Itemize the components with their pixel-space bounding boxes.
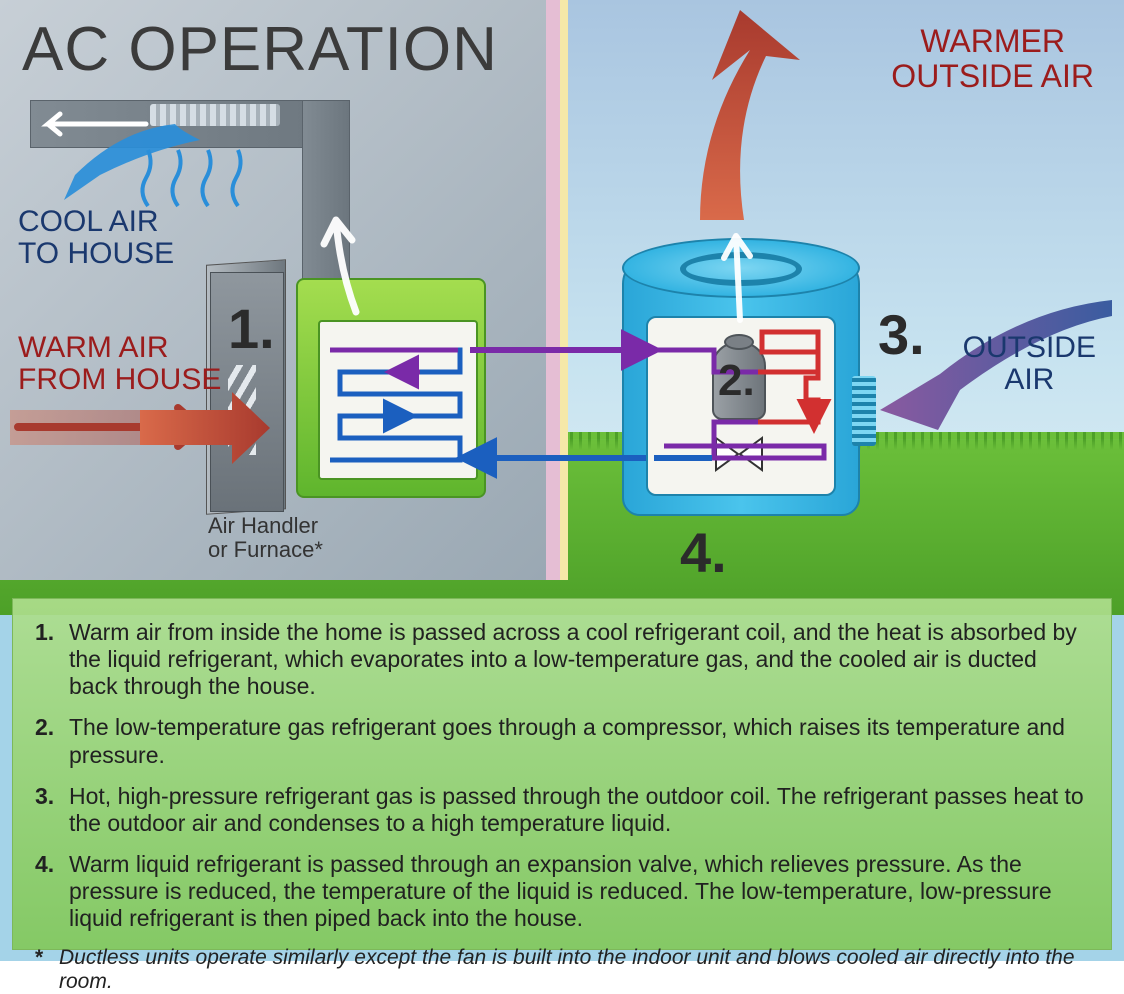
callout-3: 3. bbox=[878, 302, 925, 367]
callout-4: 4. bbox=[680, 520, 727, 585]
air-handler-vents-icon bbox=[228, 365, 256, 455]
evaporator-cutaway bbox=[318, 320, 478, 480]
step-3: 3.Hot, high-pressure refrigerant gas is … bbox=[35, 783, 1089, 837]
ceiling-vent-icon bbox=[150, 104, 280, 126]
condenser-fins-icon bbox=[852, 376, 876, 446]
step-list: 1.Warm air from inside the home is passe… bbox=[35, 619, 1089, 932]
step-2: 2.The low-temperature gas refrigerant go… bbox=[35, 714, 1089, 768]
step-4: 4.Warm liquid refrigerant is passed thro… bbox=[35, 851, 1089, 932]
compressor-cap bbox=[724, 334, 754, 350]
footnote: * Ductless units operate similarly excep… bbox=[35, 946, 1089, 994]
diagram-title: AC OPERATION bbox=[22, 14, 498, 85]
warm-air-in-label: WARM AIRFROM HOUSE bbox=[18, 332, 221, 397]
diagram-canvas: AC OPERATION COOL AIRTO HOUSE WARM AIRFR… bbox=[0, 0, 1124, 961]
air-handler-caption: Air Handleror Furnace* bbox=[208, 514, 323, 562]
cool-air-label: COOL AIRTO HOUSE bbox=[18, 206, 174, 271]
asterisk-icon: * bbox=[35, 946, 43, 970]
condenser-fan-ring-icon bbox=[680, 252, 802, 286]
expansion-valve-icon bbox=[714, 434, 764, 474]
outside-air-label: OUTSIDEAIR bbox=[963, 332, 1096, 397]
callout-1: 1. bbox=[228, 296, 275, 361]
step-1: 1.Warm air from inside the home is passe… bbox=[35, 619, 1089, 700]
warmer-out-label: WARMEROUTSIDE AIR bbox=[891, 24, 1094, 93]
callout-2: 2. bbox=[718, 356, 755, 406]
description-panel: 1.Warm air from inside the home is passe… bbox=[12, 598, 1112, 950]
